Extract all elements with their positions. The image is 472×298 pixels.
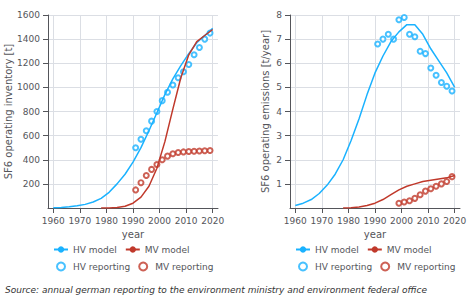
svg-text:1400: 1400: [17, 34, 40, 44]
svg-text:2020: 2020: [201, 216, 224, 226]
svg-text:3: 3: [276, 131, 282, 141]
svg-text:1990: 1990: [364, 216, 387, 226]
svg-text:600: 600: [23, 131, 40, 141]
svg-text:SF6 operating emissions [t/yea: SF6 operating emissions [t/year]: [260, 30, 271, 193]
svg-text:2020: 2020: [443, 216, 466, 226]
svg-text:800: 800: [23, 107, 40, 117]
svg-text:400: 400: [23, 155, 40, 165]
svg-text:2010: 2010: [417, 216, 440, 226]
svg-text:5: 5: [276, 82, 282, 92]
svg-text:1970: 1970: [310, 216, 333, 226]
svg-text:HV reporting: HV reporting: [315, 262, 372, 272]
svg-text:SF6 operating inventory [t]: SF6 operating inventory [t]: [3, 44, 14, 180]
svg-text:MV model: MV model: [145, 245, 190, 255]
svg-text:2010: 2010: [175, 216, 198, 226]
svg-text:year: year: [122, 229, 145, 240]
svg-text:year: year: [364, 229, 387, 240]
svg-text:1960: 1960: [42, 216, 65, 226]
svg-text:HV model: HV model: [73, 245, 117, 255]
svg-text:Source: annual german reportin: Source: annual german reporting to the e…: [5, 285, 427, 295]
svg-text:2000: 2000: [390, 216, 413, 226]
svg-text:MV model: MV model: [387, 245, 432, 255]
svg-text:4: 4: [276, 107, 282, 117]
svg-text:1970: 1970: [68, 216, 91, 226]
svg-text:2: 2: [276, 155, 282, 165]
svg-text:1990: 1990: [122, 216, 145, 226]
svg-text:MV reporting: MV reporting: [155, 262, 213, 272]
svg-text:HV model: HV model: [315, 245, 359, 255]
svg-text:1: 1: [276, 179, 282, 189]
svg-text:MV reporting: MV reporting: [397, 262, 455, 272]
svg-text:1600: 1600: [17, 10, 40, 20]
svg-text:8: 8: [276, 10, 282, 20]
svg-text:200: 200: [23, 179, 40, 189]
svg-text:1980: 1980: [337, 216, 360, 226]
svg-text:7: 7: [276, 34, 282, 44]
svg-text:HV reporting: HV reporting: [73, 262, 130, 272]
svg-text:6: 6: [276, 58, 282, 68]
svg-text:2000: 2000: [148, 216, 171, 226]
svg-text:1000: 1000: [17, 82, 40, 92]
svg-text:1980: 1980: [95, 216, 118, 226]
svg-text:1200: 1200: [17, 58, 40, 68]
svg-text:1960: 1960: [284, 216, 307, 226]
